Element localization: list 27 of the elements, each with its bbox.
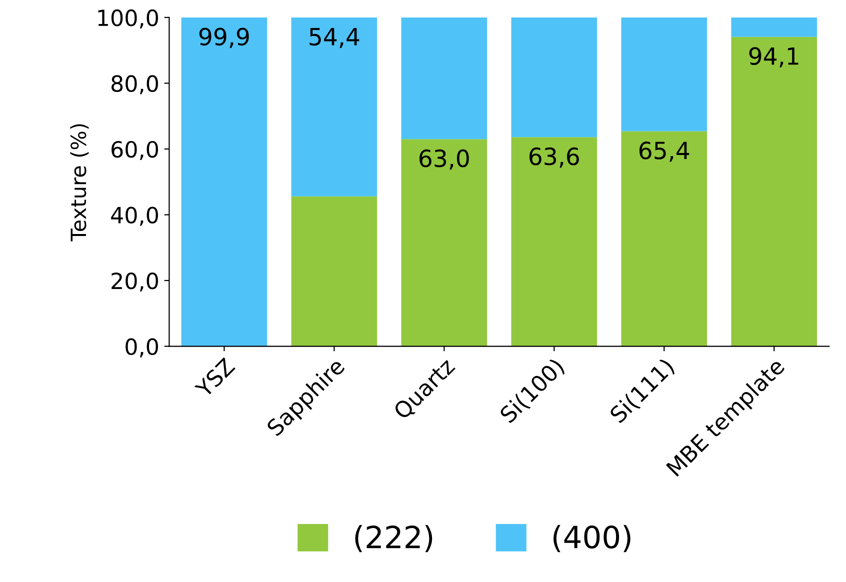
y-tick-label: 100,0 bbox=[98, 9, 158, 28]
bar bbox=[621, 17, 707, 132]
bar bbox=[291, 196, 378, 346]
bar bbox=[181, 17, 268, 346]
bar bbox=[401, 17, 488, 140]
bar bbox=[511, 17, 598, 138]
y-tick-label: 80,0 bbox=[112, 75, 158, 94]
y-axis-title: Texture (%) bbox=[70, 124, 89, 242]
bar bbox=[731, 36, 817, 346]
data-label: 99,9 bbox=[199, 28, 249, 48]
x-tick-label: YSZ bbox=[194, 356, 236, 399]
bar bbox=[731, 17, 817, 37]
data-label: 65,4 bbox=[639, 142, 690, 162]
data-label: 94,1 bbox=[749, 47, 798, 68]
bar bbox=[291, 17, 378, 196]
y-tick-label: 0,0 bbox=[126, 338, 158, 358]
bar bbox=[621, 131, 707, 346]
bar bbox=[511, 137, 598, 346]
data-label: 63,0 bbox=[420, 149, 469, 170]
data-label: 63,6 bbox=[529, 147, 579, 168]
legend-label: (400) bbox=[553, 524, 630, 552]
data-label: 54,4 bbox=[310, 28, 360, 48]
y-tick-label: 60,0 bbox=[112, 140, 158, 160]
y-tick-label: 40,0 bbox=[111, 206, 158, 226]
y-tick-label: 20,0 bbox=[112, 272, 158, 292]
bar bbox=[401, 139, 488, 346]
legend-label: (222) bbox=[355, 524, 432, 552]
